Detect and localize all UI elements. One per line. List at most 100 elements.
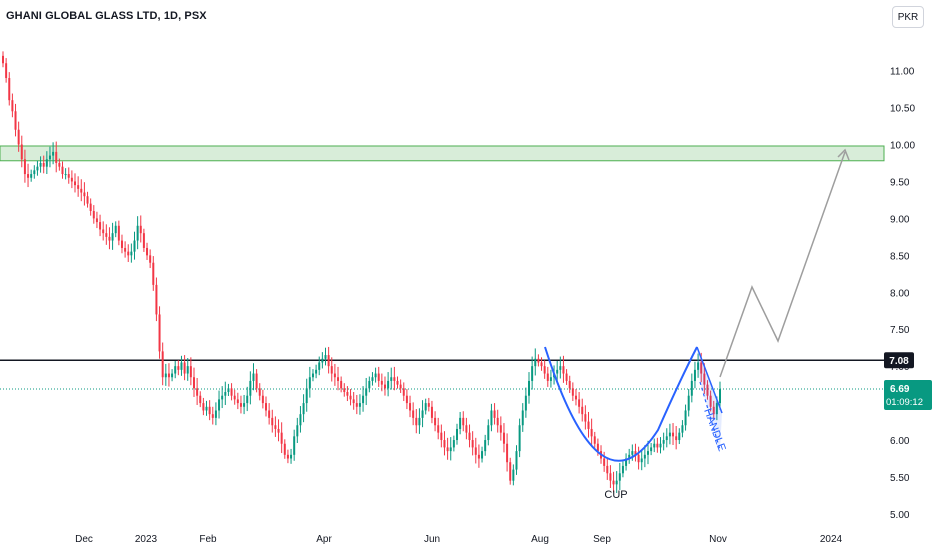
candle-body bbox=[643, 454, 646, 459]
candle-body bbox=[117, 225, 120, 241]
candle-body bbox=[74, 181, 77, 186]
candle bbox=[662, 432, 665, 451]
candle-body bbox=[218, 399, 221, 411]
y-tick-label: 5.00 bbox=[890, 510, 910, 521]
candle-body bbox=[311, 373, 314, 378]
candle bbox=[518, 418, 521, 458]
candle-body bbox=[86, 196, 89, 204]
x-tick-label: Apr bbox=[316, 534, 332, 545]
candle-body bbox=[152, 262, 155, 285]
candle bbox=[180, 355, 183, 376]
candle-body bbox=[183, 362, 186, 374]
candle-body bbox=[261, 395, 264, 404]
candle-body bbox=[568, 380, 571, 389]
candle bbox=[236, 392, 239, 410]
candle-body bbox=[606, 465, 609, 474]
candle-body bbox=[362, 395, 365, 404]
x-tick-label: Nov bbox=[709, 534, 727, 545]
candle bbox=[462, 411, 465, 432]
candle bbox=[540, 357, 543, 371]
candle-body bbox=[452, 440, 455, 448]
candle-body bbox=[174, 366, 177, 374]
y-tick-label: 5.50 bbox=[890, 473, 910, 484]
candle bbox=[315, 364, 318, 379]
candle-body bbox=[706, 384, 709, 396]
candle-body bbox=[678, 432, 681, 441]
candle-body bbox=[703, 373, 706, 385]
candle bbox=[502, 423, 505, 453]
candle bbox=[574, 389, 577, 406]
candle-body bbox=[493, 410, 496, 418]
projection-path bbox=[719, 151, 846, 378]
candle-body bbox=[590, 428, 593, 437]
candle bbox=[524, 387, 527, 418]
candle bbox=[290, 448, 293, 464]
candle bbox=[390, 367, 393, 390]
candle-body bbox=[434, 417, 437, 426]
candle bbox=[681, 420, 684, 438]
candle-body bbox=[368, 380, 371, 389]
candle bbox=[340, 376, 343, 393]
cup-label: CUP bbox=[604, 489, 627, 501]
candle-body bbox=[609, 473, 612, 481]
y-tick-label: 11.00 bbox=[890, 67, 915, 78]
candle-body bbox=[196, 388, 199, 396]
candle bbox=[584, 405, 587, 430]
candle-body bbox=[430, 406, 433, 418]
candle-body bbox=[180, 362, 183, 370]
candle bbox=[430, 400, 433, 424]
candle-body bbox=[146, 247, 149, 256]
candle bbox=[455, 423, 458, 445]
candle-body bbox=[709, 395, 712, 407]
candle bbox=[318, 356, 321, 376]
candle-body bbox=[258, 388, 261, 396]
candle bbox=[105, 224, 108, 245]
candle-body bbox=[249, 380, 252, 396]
candle bbox=[628, 448, 631, 464]
candle bbox=[449, 437, 452, 461]
candle bbox=[202, 397, 205, 416]
candle-body bbox=[95, 218, 98, 223]
candle-body bbox=[668, 432, 671, 437]
candle bbox=[124, 241, 127, 258]
resistance-price-tag: 7.08 bbox=[884, 352, 914, 369]
candle bbox=[61, 161, 64, 179]
currency-selector[interactable]: PKR bbox=[892, 6, 924, 28]
candle bbox=[36, 160, 39, 176]
candle bbox=[521, 403, 524, 432]
candle-body bbox=[27, 174, 30, 178]
candle bbox=[161, 342, 164, 386]
candle-body bbox=[387, 380, 390, 389]
handle-label: HANDLE bbox=[701, 407, 728, 453]
candle bbox=[42, 155, 45, 174]
candle-body bbox=[584, 414, 587, 422]
candle-body bbox=[161, 351, 164, 378]
resistance-tag-bg bbox=[884, 352, 914, 369]
candle bbox=[399, 379, 402, 393]
candle bbox=[133, 231, 136, 260]
candle-body bbox=[531, 366, 534, 381]
candle bbox=[650, 442, 653, 456]
candle-body bbox=[236, 399, 239, 404]
candle-body bbox=[352, 399, 355, 404]
candle bbox=[546, 366, 549, 387]
candle bbox=[606, 458, 609, 480]
candle-body bbox=[268, 410, 271, 418]
candle-body bbox=[208, 406, 211, 415]
candle-body bbox=[603, 458, 606, 466]
candle-body bbox=[315, 369, 318, 374]
candle-body bbox=[77, 185, 80, 189]
candle bbox=[528, 372, 531, 404]
candle-body bbox=[305, 388, 308, 404]
candle bbox=[164, 363, 167, 386]
candle-body bbox=[211, 414, 214, 418]
candle-body bbox=[393, 377, 396, 381]
candle bbox=[102, 221, 105, 241]
candle-body bbox=[383, 384, 386, 389]
candle-body bbox=[665, 436, 668, 441]
candle bbox=[324, 347, 327, 366]
candle bbox=[581, 398, 584, 422]
candle-body bbox=[559, 366, 562, 370]
candle-body bbox=[596, 443, 599, 452]
